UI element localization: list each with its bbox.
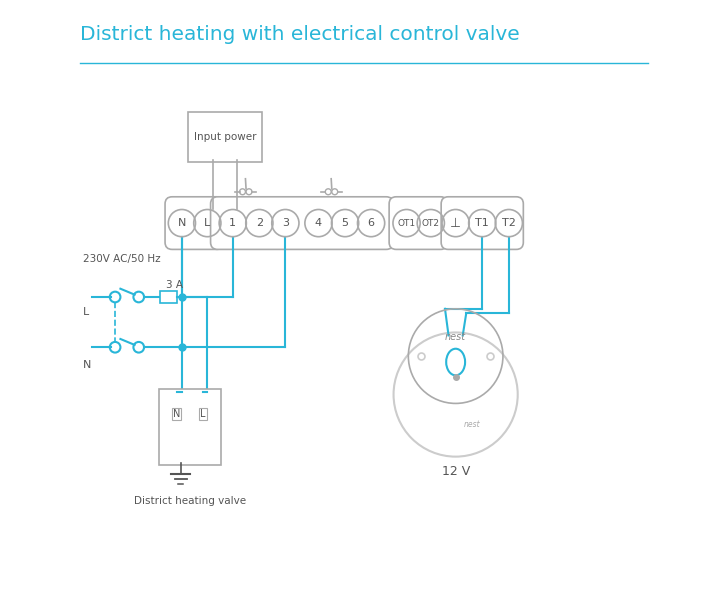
- Text: 1: 1: [229, 218, 237, 228]
- Text: 3: 3: [282, 218, 289, 228]
- Text: nest: nest: [464, 419, 480, 429]
- Text: OT2: OT2: [422, 219, 440, 228]
- FancyBboxPatch shape: [165, 197, 223, 249]
- FancyBboxPatch shape: [441, 197, 523, 249]
- Text: L: L: [204, 218, 210, 228]
- Text: 12 V: 12 V: [441, 465, 470, 478]
- Text: District heating with electrical control valve: District heating with electrical control…: [80, 25, 520, 44]
- FancyBboxPatch shape: [188, 112, 262, 163]
- FancyBboxPatch shape: [159, 388, 221, 466]
- FancyBboxPatch shape: [210, 197, 393, 249]
- Text: ⊥: ⊥: [450, 217, 461, 230]
- Text: Input power: Input power: [194, 132, 256, 143]
- Text: T1: T1: [475, 218, 489, 228]
- Text: nest: nest: [445, 332, 466, 342]
- Text: N: N: [83, 360, 92, 370]
- Text: 3 A: 3 A: [166, 280, 183, 290]
- Text: District heating valve: District heating valve: [133, 496, 245, 506]
- Text: N: N: [173, 409, 181, 419]
- Text: 6: 6: [368, 218, 375, 228]
- Text: N: N: [178, 218, 186, 228]
- Text: OT1: OT1: [397, 219, 416, 228]
- Text: L: L: [83, 307, 90, 317]
- Text: 2: 2: [256, 218, 263, 228]
- Text: L: L: [200, 409, 205, 419]
- FancyBboxPatch shape: [389, 197, 448, 249]
- Text: 4: 4: [315, 218, 322, 228]
- Text: 230V AC/50 Hz: 230V AC/50 Hz: [83, 254, 161, 264]
- Text: T2: T2: [502, 218, 515, 228]
- Text: 5: 5: [341, 218, 349, 228]
- FancyBboxPatch shape: [160, 291, 177, 303]
